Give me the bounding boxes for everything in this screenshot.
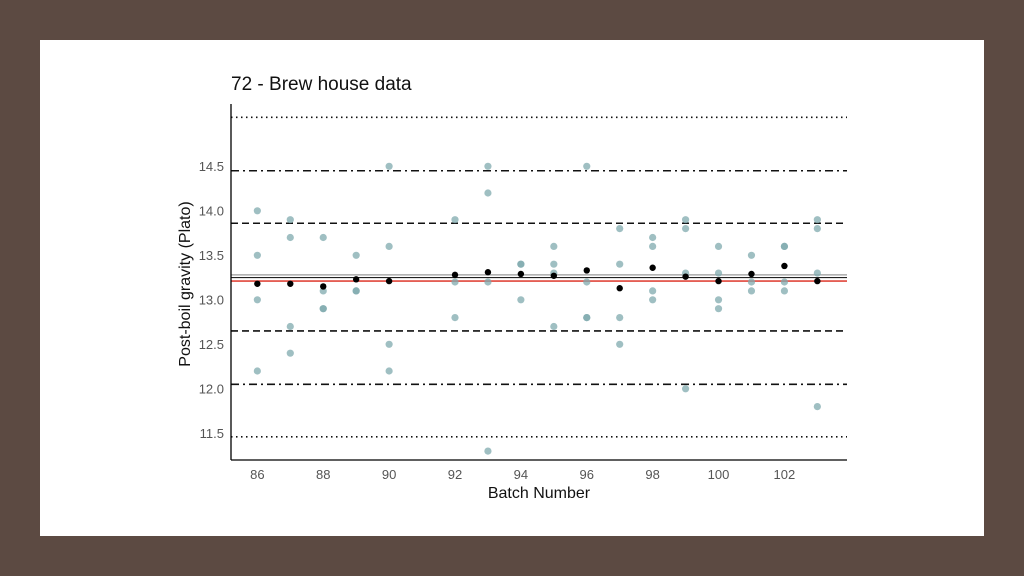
chart: 72 - Brew house data 86 88 90 92 94 96 98 100 10… bbox=[177, 74, 847, 502]
measurement-point bbox=[286, 216, 294, 224]
x-tick-label: 102 bbox=[774, 467, 796, 482]
measurement-point bbox=[352, 251, 360, 259]
y-tick-label: 14.5 bbox=[199, 159, 224, 174]
measurement-point bbox=[484, 278, 492, 286]
measurement-point bbox=[484, 162, 492, 170]
measurement-point bbox=[451, 278, 459, 286]
y-tick-label: 13.0 bbox=[199, 292, 224, 307]
measurement-point bbox=[649, 242, 657, 250]
batch-mean-point bbox=[616, 285, 623, 292]
tick-labels: 86 88 90 92 94 96 98 100 102 11.5 12.0 12.5 13.0 13.5… bbox=[199, 159, 796, 482]
batch-mean-point bbox=[814, 277, 821, 285]
measurement-point bbox=[649, 296, 657, 304]
measurement-point bbox=[385, 340, 393, 348]
y-tick-label: 13.5 bbox=[199, 248, 224, 263]
y-tick-label: 11.5 bbox=[200, 426, 224, 441]
measurement-point bbox=[780, 242, 789, 250]
batch-mean-point bbox=[715, 277, 722, 285]
measurement-point bbox=[484, 447, 492, 455]
measurement-point bbox=[681, 385, 690, 393]
measurement-point bbox=[649, 233, 657, 242]
measurement-point bbox=[550, 242, 558, 250]
measurement-point bbox=[813, 225, 821, 233]
measurement-point bbox=[583, 278, 591, 286]
measurement-point bbox=[385, 367, 393, 375]
x-tick-label: 92 bbox=[448, 467, 462, 482]
measurement-point bbox=[616, 314, 624, 322]
batch-mean-point bbox=[484, 269, 492, 276]
x-tick-label: 94 bbox=[514, 467, 528, 482]
measurement-point bbox=[319, 305, 327, 313]
batch-mean-point bbox=[287, 280, 294, 287]
measurement-point bbox=[681, 225, 690, 233]
measurement-point bbox=[714, 242, 723, 250]
measurement-point bbox=[780, 278, 789, 286]
measurement-point bbox=[451, 216, 459, 224]
slide-panel: 72 - Brew house data 86 88 90 92 94 96 98 100 10… bbox=[40, 40, 984, 536]
measurement-point bbox=[517, 260, 525, 268]
batch-mean-point bbox=[583, 267, 590, 274]
y-tick-label: 12.5 bbox=[199, 337, 224, 352]
x-axis-label: Batch Number bbox=[488, 485, 591, 502]
x-tick-label: 98 bbox=[645, 467, 659, 482]
measurement-point bbox=[649, 287, 657, 295]
measurement-point bbox=[616, 260, 624, 268]
y-tick-label: 14.0 bbox=[199, 203, 224, 218]
reference-lines bbox=[231, 116, 847, 438]
measurement-point bbox=[550, 322, 558, 331]
measurement-point bbox=[451, 314, 459, 322]
x-tick-label: 100 bbox=[708, 467, 730, 482]
measurement-point bbox=[780, 287, 789, 295]
x-tick-label: 86 bbox=[250, 467, 264, 482]
measurement-point bbox=[286, 322, 294, 331]
measurement-point bbox=[681, 216, 690, 224]
measurement-point bbox=[813, 269, 821, 277]
measurement-point bbox=[319, 233, 327, 242]
batch-mean-point bbox=[550, 272, 558, 279]
batch-mean-point bbox=[254, 280, 261, 287]
measurement-point bbox=[813, 216, 821, 224]
data-points bbox=[253, 162, 821, 455]
batch-mean-point bbox=[682, 273, 689, 280]
measurement-point bbox=[286, 349, 294, 357]
batch-mean-point bbox=[781, 262, 788, 270]
measurement-point bbox=[517, 296, 525, 304]
batch-mean-point bbox=[649, 264, 656, 271]
measurement-point bbox=[616, 340, 624, 348]
measurement-point bbox=[813, 403, 821, 411]
x-tick-label: 96 bbox=[580, 467, 594, 482]
measurement-point bbox=[319, 287, 327, 295]
batch-mean-point bbox=[748, 270, 755, 278]
measurement-point bbox=[714, 269, 723, 277]
chart-title: 72 - Brew house data bbox=[231, 74, 412, 95]
measurement-point bbox=[286, 233, 294, 242]
measurement-point bbox=[253, 251, 261, 259]
measurement-point bbox=[583, 314, 591, 322]
measurement-point bbox=[385, 242, 393, 250]
measurement-point bbox=[550, 260, 558, 268]
measurement-point bbox=[747, 278, 756, 286]
measurement-point bbox=[747, 251, 756, 259]
measurement-point bbox=[747, 287, 756, 295]
batch-mean-point bbox=[517, 270, 525, 278]
measurement-point bbox=[253, 367, 261, 375]
measurement-point bbox=[714, 305, 723, 313]
measurement-point bbox=[253, 296, 261, 304]
axes bbox=[230, 104, 847, 461]
measurement-point bbox=[352, 287, 360, 295]
measurement-point bbox=[583, 162, 591, 170]
measurement-point bbox=[253, 207, 261, 215]
batch-mean-point bbox=[451, 271, 459, 279]
measurement-point bbox=[484, 189, 492, 197]
batch-mean-point bbox=[320, 283, 327, 290]
y-tick-label: 12.0 bbox=[199, 381, 224, 396]
y-axis-label: Post-boil gravity (Plato) bbox=[177, 201, 194, 366]
batch-mean-point bbox=[352, 276, 360, 283]
measurement-point bbox=[385, 162, 393, 170]
batch-mean-point bbox=[385, 277, 393, 285]
measurement-point bbox=[616, 225, 624, 233]
x-tick-label: 90 bbox=[382, 467, 396, 482]
x-tick-label: 88 bbox=[316, 467, 330, 482]
measurement-point bbox=[714, 296, 723, 304]
